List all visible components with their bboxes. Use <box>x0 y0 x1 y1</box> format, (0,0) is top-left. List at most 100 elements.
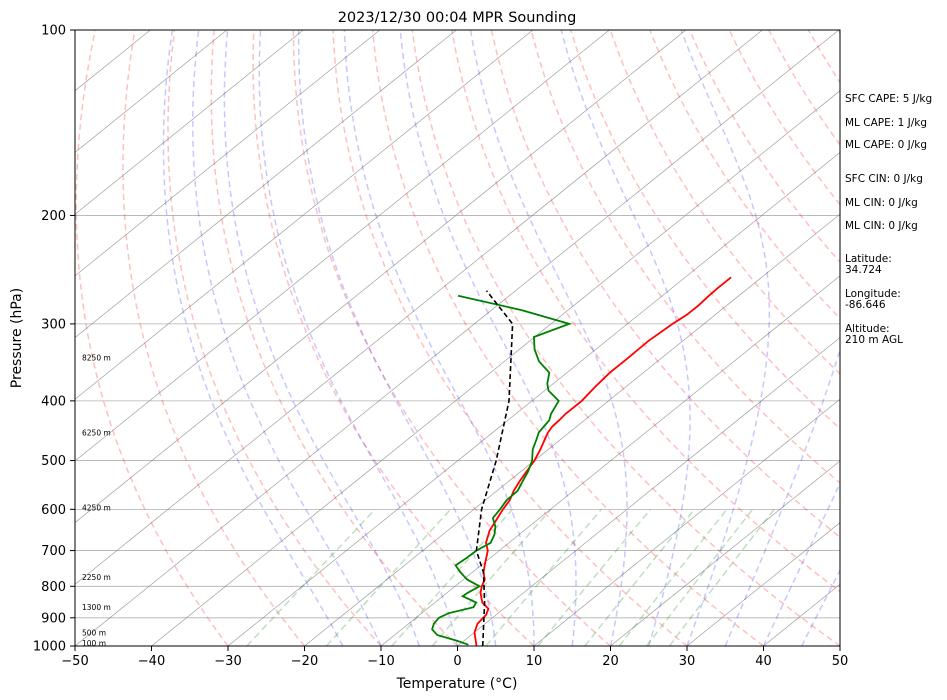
mixing-ratio-line <box>325 508 452 646</box>
moist-adiabat-line <box>258 30 459 646</box>
moist-adiabat-line <box>192 30 382 646</box>
height-label: 100 m <box>82 639 106 648</box>
isotherm-line <box>227 152 840 646</box>
moist-adiabat-line <box>724 30 840 646</box>
moist-adiabat-line <box>297 30 497 646</box>
altitude-value: 210 m AGL <box>845 334 903 346</box>
dry-adiabat-line <box>371 30 764 646</box>
moist-adiabat-line <box>469 30 628 646</box>
isotherm-line <box>75 30 534 400</box>
isotherm-line <box>75 30 381 277</box>
x-tick-label: 50 <box>832 654 849 669</box>
ml-cape-text-2: ML CAPE: 0 J/kg <box>845 139 927 151</box>
y-tick-label: 800 <box>41 580 66 595</box>
temperature-profile-line <box>473 276 732 646</box>
isotherm-line <box>75 30 228 153</box>
isotherm-line <box>75 30 304 215</box>
parcel-profile-line <box>475 290 514 646</box>
y-tick-label: 500 <box>41 454 66 469</box>
moist-adiabat-line <box>680 30 771 646</box>
longitude-label: Longitude: <box>845 288 901 300</box>
mixing-ratio-line <box>246 508 376 646</box>
moist-adiabat-line <box>343 30 535 646</box>
y-tick-label: 700 <box>41 544 66 559</box>
x-tick-label: −30 <box>214 654 241 669</box>
chart-title: 2023/12/30 00:04 MPR Sounding <box>338 10 577 26</box>
isotherm-line <box>75 30 840 646</box>
isotherm-line <box>686 522 840 646</box>
x-tick-label: 40 <box>755 654 772 669</box>
height-label: 8250 m <box>82 353 111 362</box>
mixing-ratio-line <box>584 508 696 646</box>
height-label: 4250 m <box>82 504 111 513</box>
height-label: 1300 m <box>82 603 111 612</box>
dry-adiabat-line <box>569 30 840 430</box>
x-tick-label: −50 <box>61 654 88 669</box>
side-info-panel: SFC CAPE: 5 J/kg ML CAPE: 1 J/kg ML CAPE… <box>845 93 932 346</box>
isotherm-line <box>457 337 840 646</box>
y-tick-label: 100 <box>41 24 66 39</box>
height-label: 2250 m <box>82 573 111 582</box>
y-tick-label: 400 <box>41 394 66 409</box>
dry-adiabat-line <box>167 30 382 646</box>
series-lines <box>431 276 732 646</box>
isotherm-line <box>380 275 840 646</box>
altitude-label: Altitude: <box>845 323 890 335</box>
x-tick-label: 10 <box>526 654 543 669</box>
y-tick-label: 600 <box>41 503 66 518</box>
height-label: 6250 m <box>82 428 111 437</box>
isotherm-line <box>533 398 840 646</box>
y-tick-label: 1000 <box>33 640 66 655</box>
moist-adiabat-line <box>162 30 344 646</box>
dry-adiabat-line <box>210 30 459 646</box>
x-tick-label: −20 <box>291 654 318 669</box>
ml-cape-text: ML CAPE: 1 J/kg <box>845 117 927 129</box>
moist-adiabat-line <box>223 30 421 646</box>
ml-cin-text: ML CIN: 0 J/kg <box>845 197 918 209</box>
isotherm-line <box>304 213 840 646</box>
dry-adiabat-line <box>927 30 947 646</box>
moist-adiabat-line <box>560 30 691 646</box>
x-tick-label: 0 <box>453 654 461 669</box>
latitude-label: Latitude: <box>845 253 892 265</box>
x-tick-label: −40 <box>138 654 165 669</box>
dry-adiabat-line <box>411 30 840 646</box>
height-labels: 100 m 500 m 1300 m 2250 m 4250 m 6250 m 8250 m <box>82 353 111 647</box>
mixing-ratio-line <box>668 508 775 646</box>
moist-adiabat-line <box>399 30 577 646</box>
x-tick-label: −10 <box>367 654 394 669</box>
isotherm-line <box>75 30 763 585</box>
x-tick-label: 20 <box>602 654 619 669</box>
mixing-ratio-line <box>646 508 754 646</box>
dry-adiabat-line <box>252 30 535 646</box>
mixing-ratio-line <box>537 508 652 646</box>
isotherm-line <box>75 30 687 524</box>
sfc-cape-text: SFC CAPE: 5 J/kg <box>845 93 932 105</box>
dry-adiabat-line <box>451 30 840 593</box>
y-tick-label: 300 <box>41 317 66 332</box>
latitude-value: 34.724 <box>845 264 882 276</box>
y-tick-label: 900 <box>41 611 66 626</box>
mixing-ratio-line <box>618 508 728 646</box>
dry-adiabat-line <box>649 30 840 320</box>
x-axis-ticks: −50 −40 −30 −20 −10 0 10 20 30 40 50 <box>61 646 848 669</box>
sfc-cin-text: SFC CIN: 0 J/kg <box>845 173 923 185</box>
mixing-ratio-line <box>485 508 603 646</box>
dry-adiabat-line <box>292 30 611 646</box>
isotherm-line <box>75 30 457 338</box>
x-axis-label: Temperature (°C) <box>396 676 518 692</box>
y-axis-ticks: 1000 900 800 700 600 500 400 300 200 100 <box>33 24 75 655</box>
isotherm-line <box>610 460 840 646</box>
ml-cin-text-2: ML CIN: 0 J/kg <box>845 220 918 232</box>
height-label: 500 m <box>82 628 106 637</box>
dry-adiabat-line <box>122 30 306 646</box>
longitude-value: -86.646 <box>845 299 886 311</box>
dry-adiabat-line <box>609 30 840 375</box>
dewpoint-profile-line <box>431 294 573 646</box>
y-tick-label: 200 <box>41 209 66 224</box>
y-axis-label: Pressure (hPa) <box>9 288 25 388</box>
x-tick-label: 30 <box>679 654 696 669</box>
dry-adiabat-line <box>332 30 688 646</box>
isotherm-line <box>75 30 610 462</box>
